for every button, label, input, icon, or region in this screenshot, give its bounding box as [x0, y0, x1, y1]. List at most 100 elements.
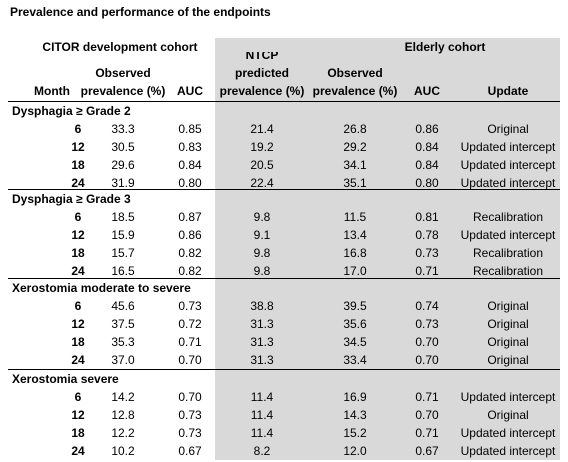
- cell: 0.70: [415, 353, 439, 367]
- cell: 39.5: [343, 299, 367, 313]
- cell: Original: [487, 335, 529, 349]
- cell: 0.81: [415, 210, 439, 224]
- section-title: Dysphagia ≥ Grade 3: [12, 192, 131, 206]
- cell: 11.4: [250, 390, 274, 404]
- cell: 12: [71, 408, 85, 422]
- cell: Original: [487, 408, 529, 422]
- title: Prevalence and performance of the endpoi…: [10, 5, 271, 19]
- cell: 18: [71, 158, 85, 172]
- cell: Updated intercept: [460, 390, 556, 404]
- cell: Updated intercept: [460, 426, 556, 440]
- cell: Updated intercept: [460, 158, 556, 172]
- cell: Recalibration: [472, 246, 544, 260]
- cell: 0.70: [415, 335, 439, 349]
- cell: Updated intercept: [460, 444, 556, 458]
- column-header: AUC: [177, 84, 203, 98]
- cell: 6: [74, 210, 82, 224]
- cell: 0.73: [415, 317, 439, 331]
- cell: 9.8: [253, 210, 271, 224]
- cell: 0.86: [415, 122, 439, 136]
- cell: 31.3: [250, 335, 274, 349]
- cell: 37.5: [111, 317, 135, 331]
- cell: 12.0: [343, 444, 367, 458]
- cell: 14.3: [343, 408, 367, 422]
- column-headers: Month Observed prevalence (%) AUC NTCP predic…: [0, 52, 568, 100]
- cell: 11.4: [250, 408, 274, 422]
- cell: 0.71: [415, 390, 439, 404]
- cell: 0.70: [178, 353, 202, 367]
- cell: 9.8: [253, 264, 271, 278]
- cell: 0.73: [415, 246, 439, 260]
- cell: 9.1: [253, 228, 271, 242]
- cell: 19.2: [250, 140, 274, 154]
- cell: 0.72: [178, 317, 202, 331]
- cell: 12.8: [111, 408, 135, 422]
- cell: Updated intercept: [460, 140, 556, 154]
- rule: [8, 189, 560, 190]
- cell: 37.0: [111, 353, 135, 367]
- cell: 35.1: [343, 176, 367, 190]
- cell: 0.70: [415, 408, 439, 422]
- cell: 0.70: [178, 390, 202, 404]
- cell: Recalibration: [472, 264, 544, 278]
- rule: [8, 101, 560, 102]
- cell: 0.73: [178, 426, 202, 440]
- group-header: Elderly cohort: [404, 40, 486, 54]
- cell: 0.74: [415, 299, 439, 313]
- cell: 21.4: [250, 122, 274, 136]
- column-header: Observed: [95, 66, 151, 80]
- cell: 22.4: [250, 176, 274, 190]
- cell: 45.6: [111, 299, 135, 313]
- cell: 31.3: [250, 353, 274, 367]
- cell: 12.2: [111, 426, 135, 440]
- cell: 30.5: [111, 140, 135, 154]
- cell: 0.71: [415, 426, 439, 440]
- cell: 6: [74, 299, 82, 313]
- cell: 15.7: [111, 246, 135, 260]
- cell: 12: [71, 140, 85, 154]
- cell: 31.3: [250, 317, 274, 331]
- section-title: Xerostomia severe: [12, 372, 119, 386]
- cell: 34.5: [343, 335, 367, 349]
- cell: 0.82: [178, 246, 202, 260]
- cell: 35.3: [111, 335, 135, 349]
- cell: Original: [487, 122, 529, 136]
- cell: 26.8: [343, 122, 367, 136]
- cell: 14.2: [111, 390, 135, 404]
- column-header: Observed: [327, 66, 383, 80]
- cell: 12: [71, 317, 85, 331]
- cell: 16.5: [111, 264, 135, 278]
- cell: Updated intercept: [460, 176, 556, 190]
- cell: 0.67: [415, 444, 439, 458]
- cell: 0.83: [178, 140, 202, 154]
- cell: 0.84: [178, 158, 202, 172]
- cell: 24: [71, 353, 85, 367]
- cell: 0.80: [415, 176, 439, 190]
- cell: 17.0: [343, 264, 367, 278]
- cell: 0.80: [178, 176, 202, 190]
- column-header: prevalence (%): [80, 84, 166, 98]
- cell: 0.82: [178, 264, 202, 278]
- cell: 31.9: [111, 176, 135, 190]
- cell: 20.5: [250, 158, 274, 172]
- cell: Original: [487, 317, 529, 331]
- rule: [8, 278, 560, 279]
- column-header: Month: [34, 84, 70, 98]
- cell: 8.2: [253, 444, 271, 458]
- cell: 18: [71, 246, 85, 260]
- cell: Recalibration: [472, 210, 544, 224]
- rule: [8, 369, 560, 370]
- cell: 24: [71, 444, 85, 458]
- cell: 0.78: [415, 228, 439, 242]
- cell: 10.2: [111, 444, 135, 458]
- column-header: NTCP: [245, 52, 279, 62]
- cell: 0.87: [178, 210, 202, 224]
- cell: 0.67: [178, 444, 202, 458]
- cell: 6: [74, 390, 82, 404]
- cell: 0.71: [415, 264, 439, 278]
- cell: 18: [71, 426, 85, 440]
- cell: 11.4: [250, 426, 274, 440]
- cell: 0.71: [178, 335, 202, 349]
- cell: 11.5: [343, 210, 367, 224]
